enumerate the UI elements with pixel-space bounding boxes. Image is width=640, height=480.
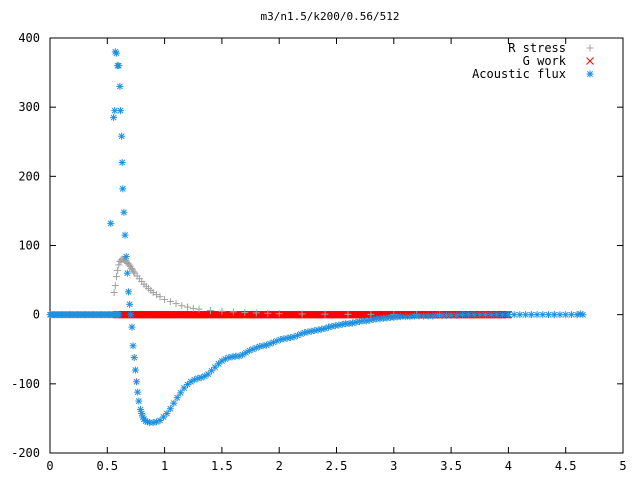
y-tick-label: 200 [18, 169, 40, 183]
point-r-stress [321, 310, 329, 318]
y-tick-label: 300 [18, 100, 40, 114]
series-r-stress [110, 255, 581, 319]
x-tick-label: 4.5 [555, 459, 577, 473]
point-acoustic-flux [433, 311, 441, 319]
point-acoustic-flux [127, 311, 135, 319]
y-tick-label: 100 [18, 239, 40, 253]
point-acoustic-flux [119, 185, 127, 193]
point-r-stress [178, 302, 186, 310]
point-acoustic-flux [130, 354, 138, 362]
point-acoustic-flux [115, 62, 123, 70]
point-acoustic-flux [170, 399, 178, 407]
point-r-stress [114, 266, 122, 274]
x-tick-label: 2 [276, 459, 283, 473]
point-acoustic-flux [110, 114, 118, 122]
point-acoustic-flux [131, 366, 139, 374]
point-r-stress [264, 309, 272, 317]
point-acoustic-flux [122, 253, 130, 261]
point-acoustic-flux [429, 312, 437, 320]
point-r-stress [229, 308, 237, 316]
point-acoustic-flux [123, 269, 131, 277]
point-acoustic-flux [415, 312, 423, 320]
point-acoustic-flux [453, 311, 461, 319]
point-r-stress [166, 298, 174, 306]
point-acoustic-flux [476, 311, 484, 319]
point-r-stress [161, 295, 169, 303]
point-acoustic-flux [579, 311, 587, 319]
point-acoustic-flux [116, 82, 124, 90]
x-tick-label: 3.5 [440, 459, 462, 473]
point-acoustic-flux [125, 288, 133, 296]
point-acoustic-flux [420, 312, 428, 320]
axes-layer: 0 0.5 1 1.5 2 2.5 3 3.5 4 4.5 5 -200 -100 0 100 200 300 4… [11, 31, 627, 473]
point-acoustic-flux [397, 313, 405, 321]
y-tick-label: -200 [11, 446, 40, 460]
series-layer [46, 48, 587, 427]
point-acoustic-flux [121, 231, 129, 239]
x-tick-label: 1.5 [211, 459, 233, 473]
x-tick-label: 5 [619, 459, 626, 473]
point-acoustic-flux [245, 347, 253, 355]
x-tick-label: 2.5 [326, 459, 348, 473]
point-acoustic-flux [163, 410, 171, 418]
x-tick-label: 4 [505, 459, 512, 473]
legend-marker-r-stress [586, 44, 594, 52]
point-r-stress [195, 305, 203, 313]
point-r-stress [112, 273, 120, 281]
point-acoustic-flux [118, 159, 126, 166]
point-acoustic-flux [401, 313, 409, 321]
point-r-stress [344, 310, 352, 318]
y-tick-label: 0 [33, 308, 40, 322]
point-acoustic-flux [470, 311, 478, 319]
point-r-stress [115, 261, 123, 269]
point-acoustic-flux [539, 311, 547, 319]
point-acoustic-flux [235, 352, 243, 360]
point-acoustic-flux [112, 49, 120, 57]
point-acoustic-flux [177, 389, 185, 397]
point-acoustic-flux [550, 311, 558, 319]
point-r-stress [275, 310, 283, 318]
point-acoustic-flux [406, 313, 414, 321]
point-acoustic-flux [120, 208, 128, 216]
legend-label-r-stress: R stress [508, 41, 566, 55]
point-r-stress [110, 289, 118, 297]
legend-marker-g-work [586, 57, 594, 65]
point-acoustic-flux [129, 342, 137, 350]
legend-label-acoustic-flux: Acoustic flux [472, 67, 566, 81]
x-tick-label: 0.5 [96, 459, 118, 473]
point-r-stress [252, 309, 260, 317]
point-r-stress [298, 310, 306, 318]
x-tick-label: 1 [161, 459, 168, 473]
point-acoustic-flux [107, 219, 115, 227]
point-acoustic-flux [118, 132, 126, 140]
y-tick-label: 400 [18, 31, 40, 45]
chart-title: m3/n1.5/k200/0.56/512 [260, 10, 399, 23]
point-r-stress [218, 307, 226, 315]
point-acoustic-flux [116, 107, 124, 115]
point-r-stress [130, 268, 138, 276]
point-acoustic-flux [115, 311, 123, 319]
point-r-stress [156, 293, 164, 301]
point-acoustic-flux [126, 300, 134, 308]
point-r-stress [206, 307, 214, 315]
legend-label-g-work: G work [523, 54, 567, 68]
point-acoustic-flux [166, 405, 174, 413]
point-acoustic-flux [134, 388, 142, 396]
point-r-stress [189, 304, 197, 312]
point-r-stress [184, 303, 192, 311]
legend-marker-acoustic-flux [586, 70, 594, 78]
point-r-stress [111, 282, 119, 290]
point-acoustic-flux [135, 397, 143, 405]
point-acoustic-flux [173, 394, 181, 402]
x-tick-label: 0 [46, 459, 53, 473]
point-r-stress [172, 300, 180, 308]
point-acoustic-flux [128, 323, 136, 331]
point-acoustic-flux [133, 378, 141, 386]
point-r-stress [241, 309, 249, 317]
series-acoustic-flux [46, 48, 587, 427]
x-tick-label: 3 [390, 459, 397, 473]
y-tick-label: -100 [11, 377, 40, 391]
